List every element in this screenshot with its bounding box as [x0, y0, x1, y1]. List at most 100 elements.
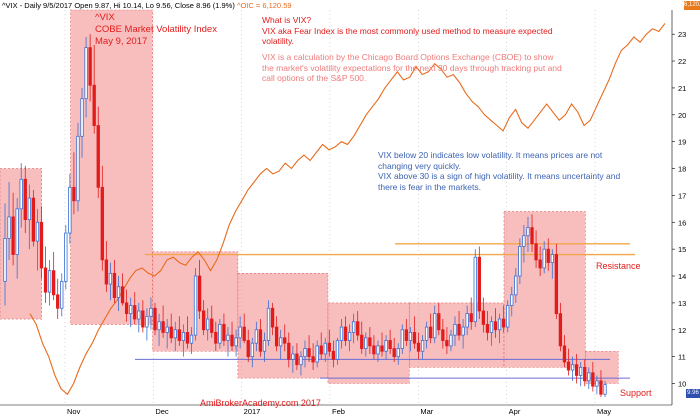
candle-body: [64, 232, 68, 282]
vix-candle: [242, 313, 246, 344]
vix-candle: [574, 353, 579, 384]
candle-body: [497, 318, 502, 331]
candle-body: [599, 380, 603, 395]
y-tick-label: 13: [678, 299, 686, 308]
chart-header: ^VIX - Daily 9/5/2017 Open 9.87, Hi 10.1…: [2, 1, 292, 10]
title-name: COBE Market Volatility Index: [95, 24, 217, 35]
shaded-region: [237, 273, 329, 379]
candle-body: [197, 275, 202, 312]
vix-candle: [238, 316, 242, 349]
vix-candle: [558, 302, 563, 352]
candle-body: [364, 337, 368, 349]
candle-body: [120, 286, 125, 304]
vix-candle: [120, 273, 125, 306]
candle-body: [595, 380, 599, 387]
candle-body: [518, 246, 522, 277]
candle-body: [570, 364, 575, 371]
candle-body: [591, 372, 595, 387]
candle-body: [3, 238, 7, 282]
candle-body: [473, 256, 477, 323]
candle-body: [27, 197, 31, 220]
vix-candle: [335, 337, 340, 365]
vix-candle: [218, 319, 222, 349]
vix-candle: [510, 286, 514, 317]
candle-body: [15, 208, 19, 255]
candle-body: [169, 326, 173, 339]
candle-body: [201, 310, 206, 331]
candle-body: [129, 305, 133, 315]
vix-candle: [88, 34, 92, 102]
vix-candle: [234, 329, 238, 357]
vix-candle: [210, 305, 214, 338]
vix-candle: [60, 273, 64, 317]
candle-body: [206, 318, 210, 331]
candle-body: [141, 310, 145, 328]
candle-body: [43, 267, 48, 293]
x-tick-label: Apr: [509, 407, 521, 416]
candle-body: [230, 334, 234, 347]
volatility-note: VIX below 20 indicates low volatility. I…: [378, 150, 638, 192]
candle-body: [39, 221, 44, 269]
candle-body: [477, 256, 481, 312]
vix-candle: [457, 310, 461, 341]
candle-body: [23, 178, 27, 220]
x-tick-label: Mar: [420, 407, 433, 416]
vix-candle: [23, 165, 27, 234]
candle-body: [72, 186, 76, 202]
vix-candle: [347, 324, 352, 352]
y-tick-label: 21: [678, 84, 686, 93]
y-tick-label: 20: [678, 111, 686, 120]
candle-body: [429, 326, 433, 339]
y-tick-label: 15: [678, 245, 686, 254]
vix-candle: [226, 327, 230, 357]
candle-body: [542, 248, 546, 269]
candle-body: [510, 294, 514, 306]
vix-candle: [137, 302, 141, 333]
candle-body: [489, 321, 494, 333]
candle-body: [457, 323, 461, 336]
vix-candle: [453, 316, 457, 346]
candle-body: [185, 332, 190, 344]
x-tick-label: Dec: [155, 407, 169, 416]
vix-candle: [404, 319, 409, 346]
what-is-vix-note: What is VIX? VIX aka Fear Index is the m…: [262, 15, 562, 47]
candle-body: [173, 329, 177, 339]
vix-candle: [461, 319, 465, 349]
candle-body: [587, 372, 591, 382]
candle-body: [31, 197, 36, 242]
candle-body: [210, 318, 214, 333]
oic-overlay-line: [29, 23, 666, 396]
y-tick-label: 14: [678, 272, 686, 281]
vix-candle: [11, 192, 15, 266]
vix-candle: [343, 316, 348, 346]
vix-candle: [591, 362, 595, 392]
candle-body: [404, 329, 409, 341]
vix-candle: [526, 216, 530, 252]
vix-candle: [214, 321, 218, 352]
candle-body: [408, 332, 413, 341]
vix-candle: [546, 238, 550, 271]
candle-body: [295, 353, 299, 366]
vix-candle: [262, 332, 267, 363]
vix-candle: [368, 327, 372, 354]
candle-body: [534, 243, 538, 261]
vix-candle: [538, 246, 542, 277]
vix-candle: [485, 310, 490, 341]
vix-candle: [445, 327, 449, 354]
candle-body: [226, 334, 230, 341]
vix-candle: [177, 316, 181, 346]
candle-body: [303, 348, 307, 358]
what-heading: What is VIX?: [262, 15, 312, 25]
candle-body: [60, 280, 64, 309]
candle-body: [530, 227, 534, 245]
vix-candle: [311, 343, 315, 371]
vix-candle: [408, 327, 413, 352]
candle-body: [88, 47, 92, 86]
vix-candle: [153, 302, 157, 336]
candle-body: [493, 321, 498, 331]
vix-candle: [331, 340, 336, 368]
candle-body: [558, 313, 563, 347]
vix-candle: [441, 319, 445, 349]
vix-candle: [364, 332, 368, 357]
candle-body: [574, 364, 579, 376]
